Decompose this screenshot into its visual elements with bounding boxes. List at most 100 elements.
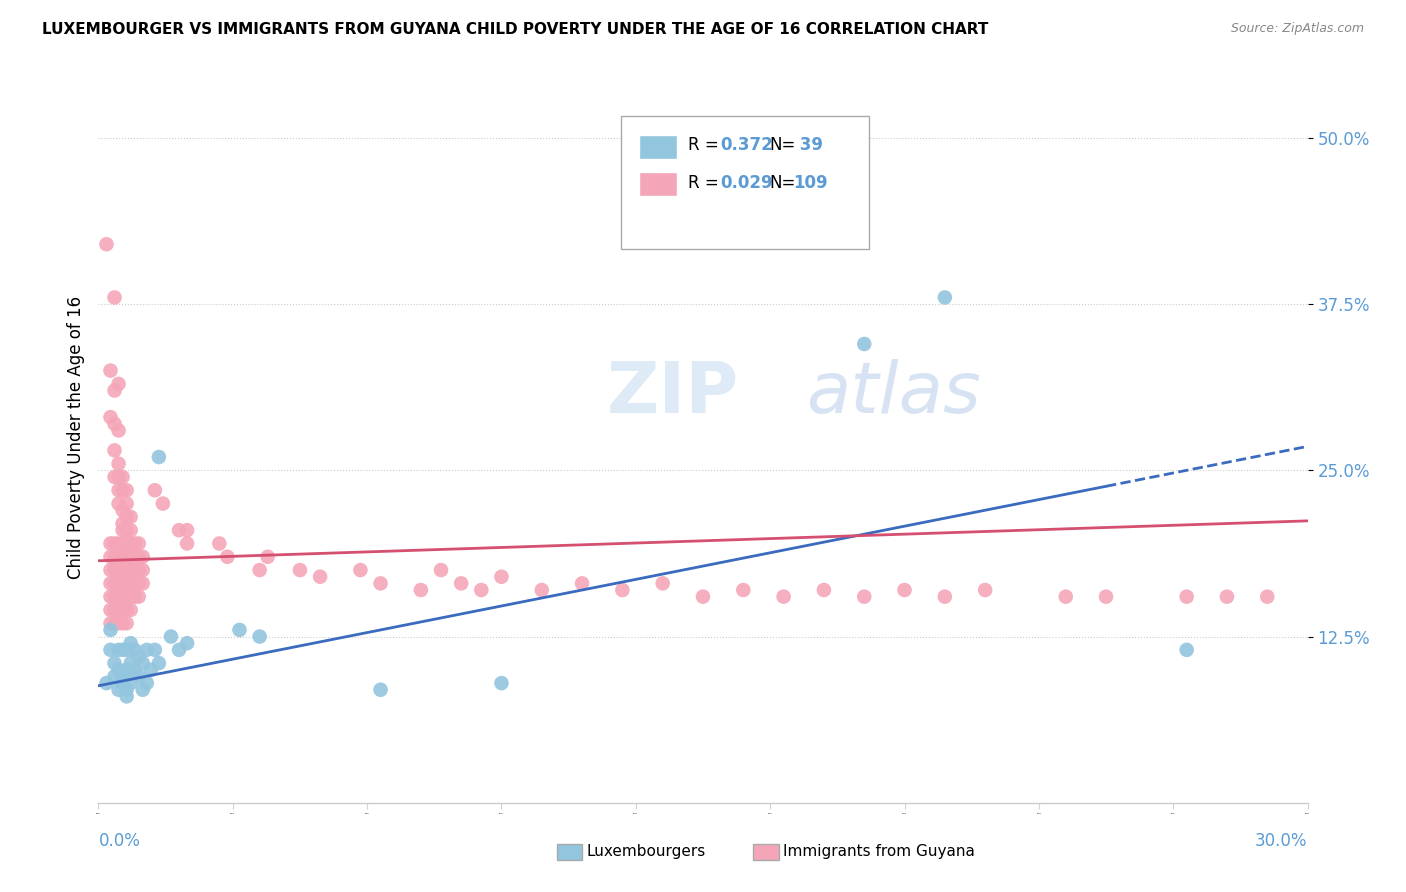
Point	[124, 663, 146, 677]
Point	[288, 563, 311, 577]
Text: Luxembourgers: Luxembourgers	[586, 844, 706, 859]
Point	[1175, 643, 1198, 657]
Point	[111, 676, 134, 690]
Point	[217, 549, 239, 564]
Point	[100, 623, 122, 637]
Point	[115, 682, 138, 697]
Point	[128, 549, 150, 564]
Point	[107, 663, 129, 677]
Point	[111, 516, 134, 531]
Point	[139, 663, 162, 677]
Text: N=: N=	[769, 136, 796, 153]
Point	[692, 157, 714, 171]
Point	[107, 457, 129, 471]
Point	[115, 509, 138, 524]
Point	[120, 590, 142, 604]
Point	[100, 563, 122, 577]
Point	[100, 363, 122, 377]
Point	[103, 590, 125, 604]
Point	[111, 503, 134, 517]
Point	[120, 509, 142, 524]
Text: N=: N=	[769, 174, 796, 192]
Point	[111, 616, 134, 631]
Point	[115, 616, 138, 631]
Point	[132, 549, 155, 564]
Point	[1054, 590, 1077, 604]
Text: 30.0%: 30.0%	[1256, 832, 1308, 850]
Point	[733, 582, 755, 597]
Point	[128, 563, 150, 577]
Point	[128, 649, 150, 664]
Point	[853, 337, 876, 351]
Point	[107, 576, 129, 591]
Point	[370, 576, 392, 591]
Point	[103, 417, 125, 431]
Point	[115, 643, 138, 657]
Point	[111, 603, 134, 617]
Point	[111, 549, 134, 564]
Point	[124, 536, 146, 550]
Text: Source: ZipAtlas.com: Source: ZipAtlas.com	[1230, 22, 1364, 36]
Point	[974, 582, 997, 597]
Text: 0.0%: 0.0%	[98, 832, 141, 850]
Point	[107, 682, 129, 697]
Point	[107, 603, 129, 617]
Point	[176, 536, 198, 550]
Point	[124, 576, 146, 591]
Point	[143, 643, 166, 657]
Point	[115, 549, 138, 564]
Point	[409, 582, 432, 597]
Point	[491, 676, 513, 690]
Point	[813, 191, 835, 205]
Point	[120, 523, 142, 537]
Point	[772, 590, 794, 604]
Point	[132, 563, 155, 577]
Point	[120, 676, 142, 690]
Text: 39: 39	[793, 136, 823, 153]
Point	[152, 497, 174, 511]
Point	[124, 563, 146, 577]
Point	[491, 570, 513, 584]
Point	[143, 483, 166, 498]
Point	[100, 410, 122, 425]
Text: R =: R =	[688, 136, 724, 153]
Y-axis label: Child Poverty Under the Age of 16: Child Poverty Under the Age of 16	[66, 295, 84, 579]
Point	[256, 549, 278, 564]
Point	[115, 590, 138, 604]
Point	[135, 643, 157, 657]
Point	[120, 636, 142, 650]
Point	[120, 603, 142, 617]
Point	[111, 590, 134, 604]
Point	[132, 656, 155, 670]
Point	[107, 483, 129, 498]
Point	[103, 470, 125, 484]
Point	[103, 563, 125, 577]
Point	[249, 563, 271, 577]
Point	[107, 376, 129, 391]
Point	[934, 590, 956, 604]
Point	[148, 450, 170, 464]
Point	[128, 590, 150, 604]
Point	[103, 443, 125, 458]
Point	[100, 616, 122, 631]
Text: 0.372: 0.372	[721, 136, 773, 153]
Point	[107, 536, 129, 550]
Point	[128, 669, 150, 683]
Point	[111, 563, 134, 577]
Point	[934, 290, 956, 304]
Point	[249, 630, 271, 644]
Point	[208, 536, 231, 550]
Point	[571, 576, 593, 591]
Point	[309, 570, 332, 584]
Text: R =: R =	[688, 174, 724, 192]
Point	[115, 576, 138, 591]
Text: atlas: atlas	[806, 359, 980, 427]
Point	[111, 643, 134, 657]
Point	[111, 470, 134, 484]
Point	[115, 483, 138, 498]
Text: LUXEMBOURGER VS IMMIGRANTS FROM GUYANA CHILD POVERTY UNDER THE AGE OF 16 CORRELA: LUXEMBOURGER VS IMMIGRANTS FROM GUYANA C…	[42, 22, 988, 37]
Point	[115, 523, 138, 537]
Point	[612, 582, 634, 597]
Point	[96, 237, 118, 252]
Point	[103, 576, 125, 591]
